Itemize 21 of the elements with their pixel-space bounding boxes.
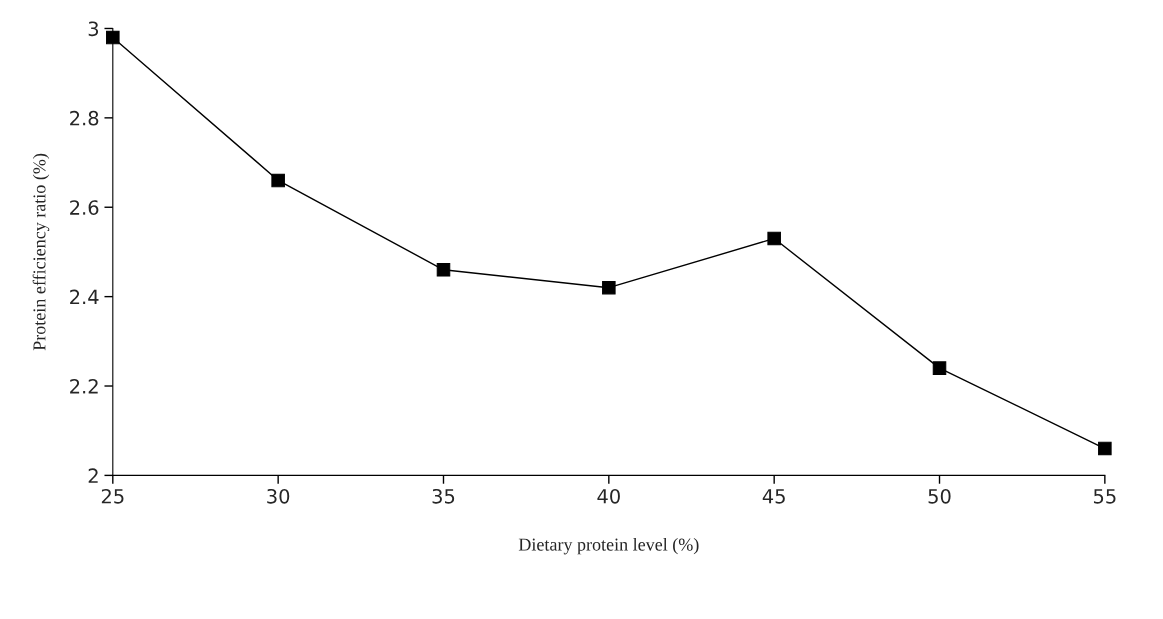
point <box>932 361 947 375</box>
point <box>1098 441 1112 456</box>
point <box>602 280 616 295</box>
x-tick-label: 35 <box>432 488 455 504</box>
x-tick-label: 55 <box>1093 489 1116 504</box>
x-tick-label: 45 <box>762 489 785 504</box>
y-tick-label: 2.4 <box>70 289 99 305</box>
point <box>436 263 451 277</box>
point <box>767 231 781 246</box>
x-tick-label: 25 <box>101 488 124 504</box>
y-tick-label: 2.2 <box>70 378 98 394</box>
y-axis-title: Protein efficiency ratio (%) <box>32 153 50 351</box>
y-tick-label: 2.8 <box>70 110 99 126</box>
y-tick-label: 3 <box>88 21 99 37</box>
x-tick-label: 30 <box>267 488 290 504</box>
x-axis-title: Dietary protein level (%) <box>518 537 699 555</box>
point <box>271 173 285 188</box>
x-tick-label: 50 <box>928 488 951 504</box>
y-tick-label: 2.6 <box>70 200 99 215</box>
x-tick-label: 40 <box>597 488 620 504</box>
y-tick-label: 2 <box>88 468 98 483</box>
